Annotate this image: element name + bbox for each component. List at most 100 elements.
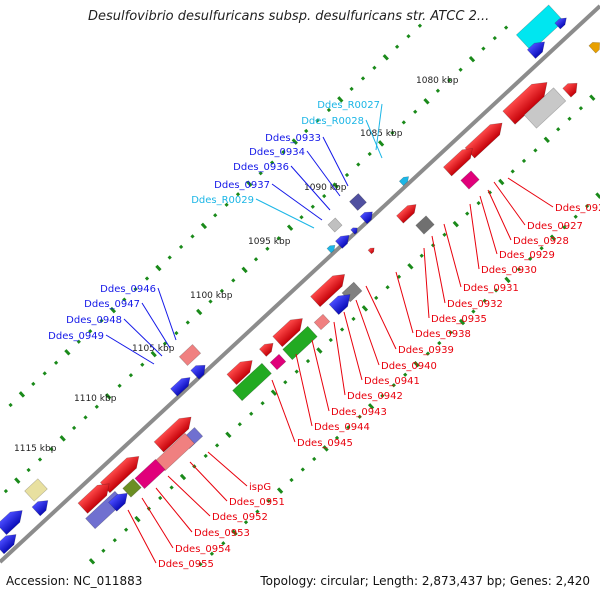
gene-feature[interactable] — [562, 79, 581, 98]
gene-label[interactable]: Ddes_0952 — [212, 512, 268, 523]
gene-feature[interactable] — [554, 15, 569, 30]
gene-feature[interactable] — [588, 39, 600, 54]
gene-label[interactable]: Ddes_0942 — [347, 391, 403, 402]
gene-feature[interactable] — [153, 412, 196, 453]
gene-label[interactable]: Ddes_0943 — [331, 407, 387, 418]
gene-label[interactable]: Ddes_R0029 — [191, 195, 254, 206]
gene-label[interactable]: Ddes_0953 — [194, 528, 250, 539]
gene-feature[interactable] — [367, 246, 376, 255]
gene-label[interactable]: Ddes_0936 — [233, 162, 289, 173]
gene-feature[interactable] — [464, 118, 507, 159]
gene-label[interactable]: Ddes_0938 — [415, 329, 471, 340]
gene-label[interactable]: Ddes_0941 — [364, 376, 420, 387]
gene-label[interactable]: Ddes_0940 — [381, 361, 437, 372]
gene-label[interactable]: Ddes_0945 — [297, 438, 353, 449]
gene-feature[interactable] — [398, 174, 410, 187]
gene-label[interactable]: Ddes_0933 — [265, 133, 321, 144]
gene-feature[interactable] — [24, 478, 48, 502]
label-leader-line — [507, 177, 554, 208]
gene-feature[interactable] — [226, 355, 257, 386]
scale-tick — [258, 171, 263, 176]
gene-label[interactable]: Ddes_0932 — [447, 299, 503, 310]
gene-label[interactable]: Ddes_0929 — [499, 250, 555, 261]
scale-tick — [94, 404, 99, 409]
scale-tick — [403, 372, 408, 377]
gene-label[interactable]: Ddes_0937 — [214, 180, 270, 191]
gene-feature[interactable] — [328, 289, 355, 316]
gene-feature[interactable] — [0, 505, 27, 536]
gene-feature[interactable] — [108, 489, 132, 512]
gene-feature[interactable] — [443, 144, 476, 177]
gene-feature[interactable] — [327, 217, 343, 233]
gene-feature[interactable] — [99, 451, 143, 494]
gene-label[interactable]: Ddes_0951 — [229, 497, 285, 508]
gene-feature[interactable] — [77, 479, 114, 514]
gene-label[interactable]: Ddes_0930 — [481, 265, 537, 276]
gene-feature[interactable] — [134, 458, 166, 490]
gene-label[interactable]: Ddes_0948 — [66, 315, 122, 326]
gene-feature[interactable] — [460, 170, 480, 190]
scale-tick — [221, 541, 226, 546]
gene-feature[interactable] — [122, 478, 142, 498]
gene-feature[interactable] — [269, 353, 287, 371]
gene-feature[interactable] — [232, 362, 272, 402]
gene-feature[interactable] — [326, 243, 337, 254]
scale-tick — [276, 236, 281, 241]
gene-label[interactable]: Ddes_0949 — [48, 331, 104, 342]
gene-label[interactable]: Ddes_0946 — [100, 284, 156, 295]
gene-feature[interactable] — [526, 37, 548, 59]
scale-tick — [332, 182, 339, 189]
gene-feature[interactable] — [350, 226, 359, 235]
gene-feature[interactable] — [415, 215, 435, 235]
map-title: Desulfovibrio desulfuricans subsp. desul… — [88, 9, 490, 24]
gene-label[interactable]: Ddes_0955 — [158, 559, 214, 570]
gene-feature[interactable] — [259, 340, 276, 357]
scale-tick — [380, 393, 385, 398]
gene-feature[interactable] — [349, 193, 367, 211]
gene-label[interactable]: Ddes_R0027 — [317, 100, 380, 111]
gene-label[interactable]: Ddes_0934 — [249, 147, 305, 158]
gene-feature[interactable] — [523, 87, 567, 129]
gene-feature[interactable] — [313, 313, 331, 331]
gene-label[interactable]: Ddes_0947 — [84, 299, 140, 310]
gene-feature[interactable] — [359, 208, 376, 225]
gene-feature[interactable] — [0, 530, 20, 555]
gene-label[interactable]: Ddes_0927 — [527, 221, 583, 232]
scale-tick — [283, 380, 288, 385]
scale-tick — [246, 180, 253, 187]
scale-tick — [42, 371, 47, 376]
gene-label[interactable]: Ddes_0939 — [398, 345, 454, 356]
gene-feature[interactable] — [272, 313, 307, 348]
scale-tick — [504, 276, 511, 284]
scale-tick — [367, 403, 375, 410]
gene-label[interactable]: ispG — [249, 482, 271, 493]
scale-tick — [243, 520, 249, 525]
gene-label[interactable]: Ddes_0926 — [555, 203, 600, 214]
scale-tick — [294, 369, 299, 374]
gene-feature[interactable] — [396, 201, 420, 224]
scale-tick — [452, 220, 459, 228]
gene-feature[interactable] — [335, 232, 352, 249]
scale-tick — [360, 76, 366, 81]
gene-feature[interactable] — [282, 325, 318, 361]
label-leader-line — [189, 461, 228, 502]
scale-tick — [158, 495, 163, 501]
gene-feature[interactable] — [190, 361, 209, 380]
gene-feature[interactable] — [178, 344, 202, 366]
gene-feature[interactable] — [31, 496, 52, 517]
scale-tick — [573, 214, 578, 219]
gene-feature[interactable] — [502, 76, 553, 125]
scale-tick — [595, 192, 600, 199]
scale-tick — [346, 425, 351, 430]
gene-label[interactable]: Ddes_0935 — [431, 314, 487, 325]
gene-feature[interactable] — [310, 269, 350, 308]
scale-tick — [155, 264, 162, 272]
gene-label[interactable]: Ddes_0928 — [513, 236, 569, 247]
gene-label[interactable]: Ddes_R0028 — [301, 116, 364, 127]
gene-label[interactable]: Ddes_0944 — [314, 422, 370, 433]
gene-label[interactable]: Ddes_0931 — [463, 283, 519, 294]
gene-label[interactable]: Ddes_0954 — [175, 544, 231, 555]
label-leader-line — [493, 181, 526, 226]
gene-feature[interactable] — [170, 374, 194, 397]
